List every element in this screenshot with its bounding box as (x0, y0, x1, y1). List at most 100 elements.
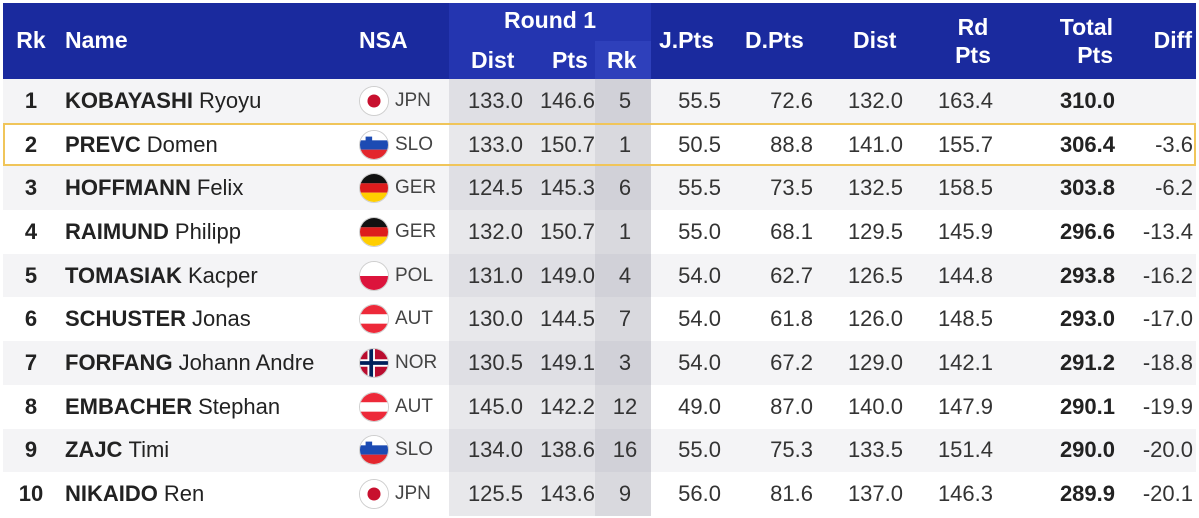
athlete-firstname: Kacper (187, 262, 258, 288)
r1-rank-cell: 4 (618, 262, 632, 288)
round1-rank-shade (595, 79, 651, 123)
rank-cell: 7 (24, 349, 38, 375)
round1-shade (449, 297, 595, 342)
rdpts-cell: 147.9 (937, 393, 993, 419)
table-row[interactable]: 4 RAIMUND Philipp GER 132.0 150.7 1 55.0 68.1 129… (3, 210, 1196, 254)
rank-cell: 1 (24, 87, 38, 113)
header-jpts[interactable]: J.Pts (659, 27, 714, 53)
rdpts-cell: 146.3 (937, 481, 993, 507)
table-row[interactable]: 7 FORFANG Johann Andre NOR 130.5 149.1 3 54.0 67… (3, 341, 1196, 385)
header-rank[interactable]: Rk (16, 27, 46, 53)
athlete-name[interactable]: HOFFMANN Felix (65, 166, 243, 210)
table-row[interactable]: 8 EMBACHER Stephan AUT 145.0 142.2 12 49.0 87.0 1… (3, 384, 1196, 429)
diff-cell: -17.0 (1142, 306, 1193, 332)
table-row[interactable]: 9 ZAJC Timi SLO 134.0 138.6 16 55.0 75.3 133.5 151… (3, 428, 1196, 473)
jpts-cell: 54.0 (678, 349, 721, 375)
dist-cell: 126.5 (847, 262, 903, 288)
r1-pts-cell: 138.6 (539, 437, 595, 463)
table-row[interactable]: 10 NIKAIDO Ren JPN 125.5 143.6 9 56.0 81.6 137.0 1… (3, 472, 1196, 516)
total-cell: 293.0 (1059, 306, 1115, 332)
r1-pts-cell: 142.2 (539, 393, 595, 419)
athlete-firstname: Philipp (174, 218, 241, 244)
athlete-firstname: Felix (196, 175, 244, 201)
dist-cell: 133.5 (847, 437, 903, 463)
table-row[interactable]: 2 PREVC Domen SLO 133.0 150.7 1 50.5 88.8 141.0 15… (3, 122, 1196, 167)
round1-shade (449, 253, 595, 298)
aut-flag-icon (359, 391, 389, 422)
total-cell: 290.1 (1059, 393, 1115, 419)
header-dpts[interactable]: D.Pts (745, 27, 804, 53)
athlete-surname: HOFFMANN (65, 175, 191, 201)
header-diff[interactable]: Diff (1153, 27, 1192, 53)
r1-pts-cell: 150.7 (539, 218, 595, 244)
round1-shade (449, 210, 595, 254)
round1-rank-shade (595, 297, 651, 342)
r1-rank-cell: 6 (618, 175, 632, 201)
jpts-cell: 54.0 (678, 262, 721, 288)
r1-pts-cell: 145.3 (539, 175, 595, 201)
nsa-code: AUT (395, 308, 433, 330)
diff-cell: -18.8 (1142, 349, 1193, 375)
rdpts-cell: 144.8 (937, 262, 993, 288)
header-dist[interactable]: Dist (853, 27, 897, 53)
r1-dist-cell: 131.0 (467, 262, 523, 288)
athlete-name[interactable]: SCHUSTER Jonas (65, 297, 251, 341)
dpts-cell: 62.7 (770, 262, 813, 288)
diff-cell: -16.2 (1142, 262, 1193, 288)
header-name[interactable]: Name (65, 27, 128, 53)
total-cell: 296.6 (1059, 218, 1115, 244)
dpts-cell: 61.8 (770, 306, 813, 332)
nsa-code: GER (395, 220, 437, 242)
athlete-name[interactable]: KOBAYASHI Ryoyu (65, 79, 261, 123)
rank-cell: 3 (24, 175, 38, 201)
round1-rank-shade (595, 253, 651, 298)
header-nsa[interactable]: NSA (359, 27, 408, 53)
jpn-flag-icon (359, 479, 389, 510)
header-r1-pts[interactable]: Pts (552, 47, 588, 73)
table-row[interactable]: 1 KOBAYASHI Ryoyu JPN 133.0 146.6 5 55.5 72.6 132… (3, 79, 1196, 123)
dist-cell: 132.0 (847, 87, 903, 113)
header-r1-dist[interactable]: Dist (471, 47, 515, 73)
rank-cell: 9 (24, 437, 38, 463)
dist-cell: 129.5 (847, 218, 903, 244)
results-table: Rk Name NSA Round 1 Dist Pts Rk J.Pts D.… (3, 3, 1196, 516)
table-row[interactable]: 3 HOFFMANN Felix GER 124.5 145.3 6 55.5 73.5 132.… (3, 166, 1196, 211)
athlete-name[interactable]: PREVC Domen (65, 123, 218, 167)
rdpts-cell: 163.4 (937, 87, 993, 113)
athlete-name[interactable]: RAIMUND Philipp (65, 210, 241, 254)
round1-rank-shade (595, 210, 651, 254)
rdpts-cell: 148.5 (937, 306, 993, 332)
athlete-name[interactable]: NIKAIDO Ren (65, 472, 204, 516)
dist-cell: 126.0 (847, 306, 903, 332)
jpts-cell: 56.0 (678, 481, 721, 507)
athlete-name[interactable]: EMBACHER Stephan (65, 385, 280, 429)
header-total-pts[interactable]: Total Pts (1033, 13, 1113, 69)
round1-rank-shade (595, 166, 651, 211)
r1-rank-cell: 1 (618, 218, 632, 244)
nsa-code: SLO (395, 439, 434, 461)
athlete-name[interactable]: FORFANG Johann Andre (65, 341, 314, 385)
nsa-cell: GER (359, 166, 436, 210)
header-total-line1: Total (1059, 14, 1113, 40)
r1-pts-cell: 149.0 (539, 262, 595, 288)
jpts-cell: 55.5 (678, 175, 721, 201)
athlete-firstname: Timi (128, 437, 170, 463)
nsa-cell: SLO (359, 123, 433, 167)
athlete-name[interactable]: ZAJC Timi (65, 429, 169, 473)
diff-cell: -13.4 (1142, 218, 1193, 244)
dpts-cell: 68.1 (770, 218, 813, 244)
r1-pts-cell: 150.7 (539, 131, 595, 157)
athlete-firstname: Stephan (198, 393, 281, 419)
nsa-cell: GER (359, 210, 436, 254)
athlete-surname: PREVC (65, 131, 141, 157)
nsa-code: JPN (395, 483, 431, 505)
athlete-surname: NIKAIDO (65, 481, 158, 507)
nsa-cell: JPN (359, 472, 431, 516)
round1-rank-shade (595, 341, 651, 385)
header-rd-pts[interactable]: Rd Pts (933, 13, 1013, 69)
athlete-name[interactable]: TOMASIAK Kacper (65, 254, 258, 298)
table-row[interactable]: 6 SCHUSTER Jonas AUT 130.0 144.5 7 54.0 61.8 126.… (3, 297, 1196, 342)
r1-dist-cell: 132.0 (467, 218, 523, 244)
table-row[interactable]: 5 TOMASIAK Kacper POL 131.0 149.0 4 54.0 62.7 126… (3, 253, 1196, 298)
header-r1-rank[interactable]: Rk (607, 47, 637, 73)
